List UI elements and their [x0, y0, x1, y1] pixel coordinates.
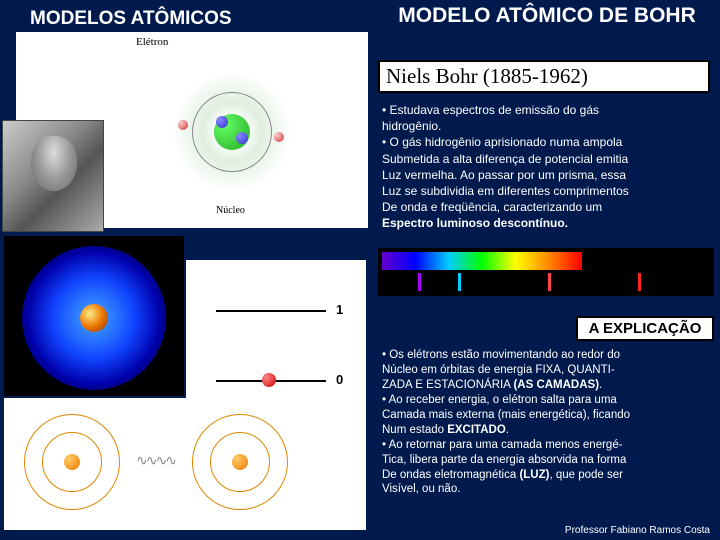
- small-nucleus: [64, 454, 80, 470]
- left-title: MODELOS ATÔMICOS: [30, 8, 232, 30]
- spectrum: [378, 248, 714, 296]
- explanation-title: A EXPLICAÇÃO: [576, 316, 714, 341]
- bohr-photo: [2, 120, 104, 232]
- spectrum-gradient: [382, 252, 582, 270]
- nucleo-label: Núcleo: [216, 205, 245, 216]
- electron-label: Elétron: [136, 36, 168, 48]
- blue-core: [80, 304, 108, 332]
- blue-atom-panel: [4, 236, 184, 396]
- bullets-1: • Estudava espectros de emissão do gáshi…: [382, 102, 712, 232]
- atom-sphere: [172, 72, 292, 192]
- level-0-label: 0: [336, 372, 343, 387]
- bullets-2: • Os elétrons estão movimentando ao redo…: [382, 348, 712, 497]
- small-atom-2: [180, 402, 310, 522]
- level-1-label: 1: [336, 302, 343, 317]
- blue-sphere: [22, 246, 166, 390]
- bottom-atoms-panel: ∿∿∿∿: [4, 398, 366, 530]
- footer-credit: Professor Fabiano Ramos Costa: [565, 525, 710, 536]
- small-nucleus: [232, 454, 248, 470]
- electron-dot: [178, 120, 188, 130]
- electron-dot: [274, 132, 284, 142]
- small-atom-1: [12, 402, 142, 522]
- level-1-line: [216, 310, 326, 312]
- electron-on-level: [262, 373, 276, 387]
- right-title: MODELO ATÔMICO DE BOHR: [382, 4, 712, 28]
- nucleus: [214, 114, 250, 150]
- wave-icon: ∿∿∿∿: [136, 452, 180, 472]
- subtitle-box: Niels Bohr (1885-1962): [378, 60, 710, 93]
